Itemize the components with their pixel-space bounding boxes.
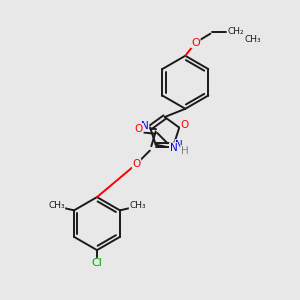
Text: CH₂: CH₂ <box>227 27 244 36</box>
Text: Cl: Cl <box>92 258 102 268</box>
Text: CH₃: CH₃ <box>48 201 65 210</box>
Text: H: H <box>181 146 188 156</box>
Text: CH₃: CH₃ <box>129 201 146 210</box>
Text: O: O <box>181 120 189 130</box>
Text: N: N <box>141 121 149 131</box>
Text: O: O <box>135 124 143 134</box>
Text: O: O <box>191 38 200 47</box>
Text: O: O <box>133 159 141 169</box>
Text: N: N <box>169 143 177 153</box>
Text: N: N <box>175 140 183 150</box>
Text: CH₃: CH₃ <box>245 35 261 44</box>
